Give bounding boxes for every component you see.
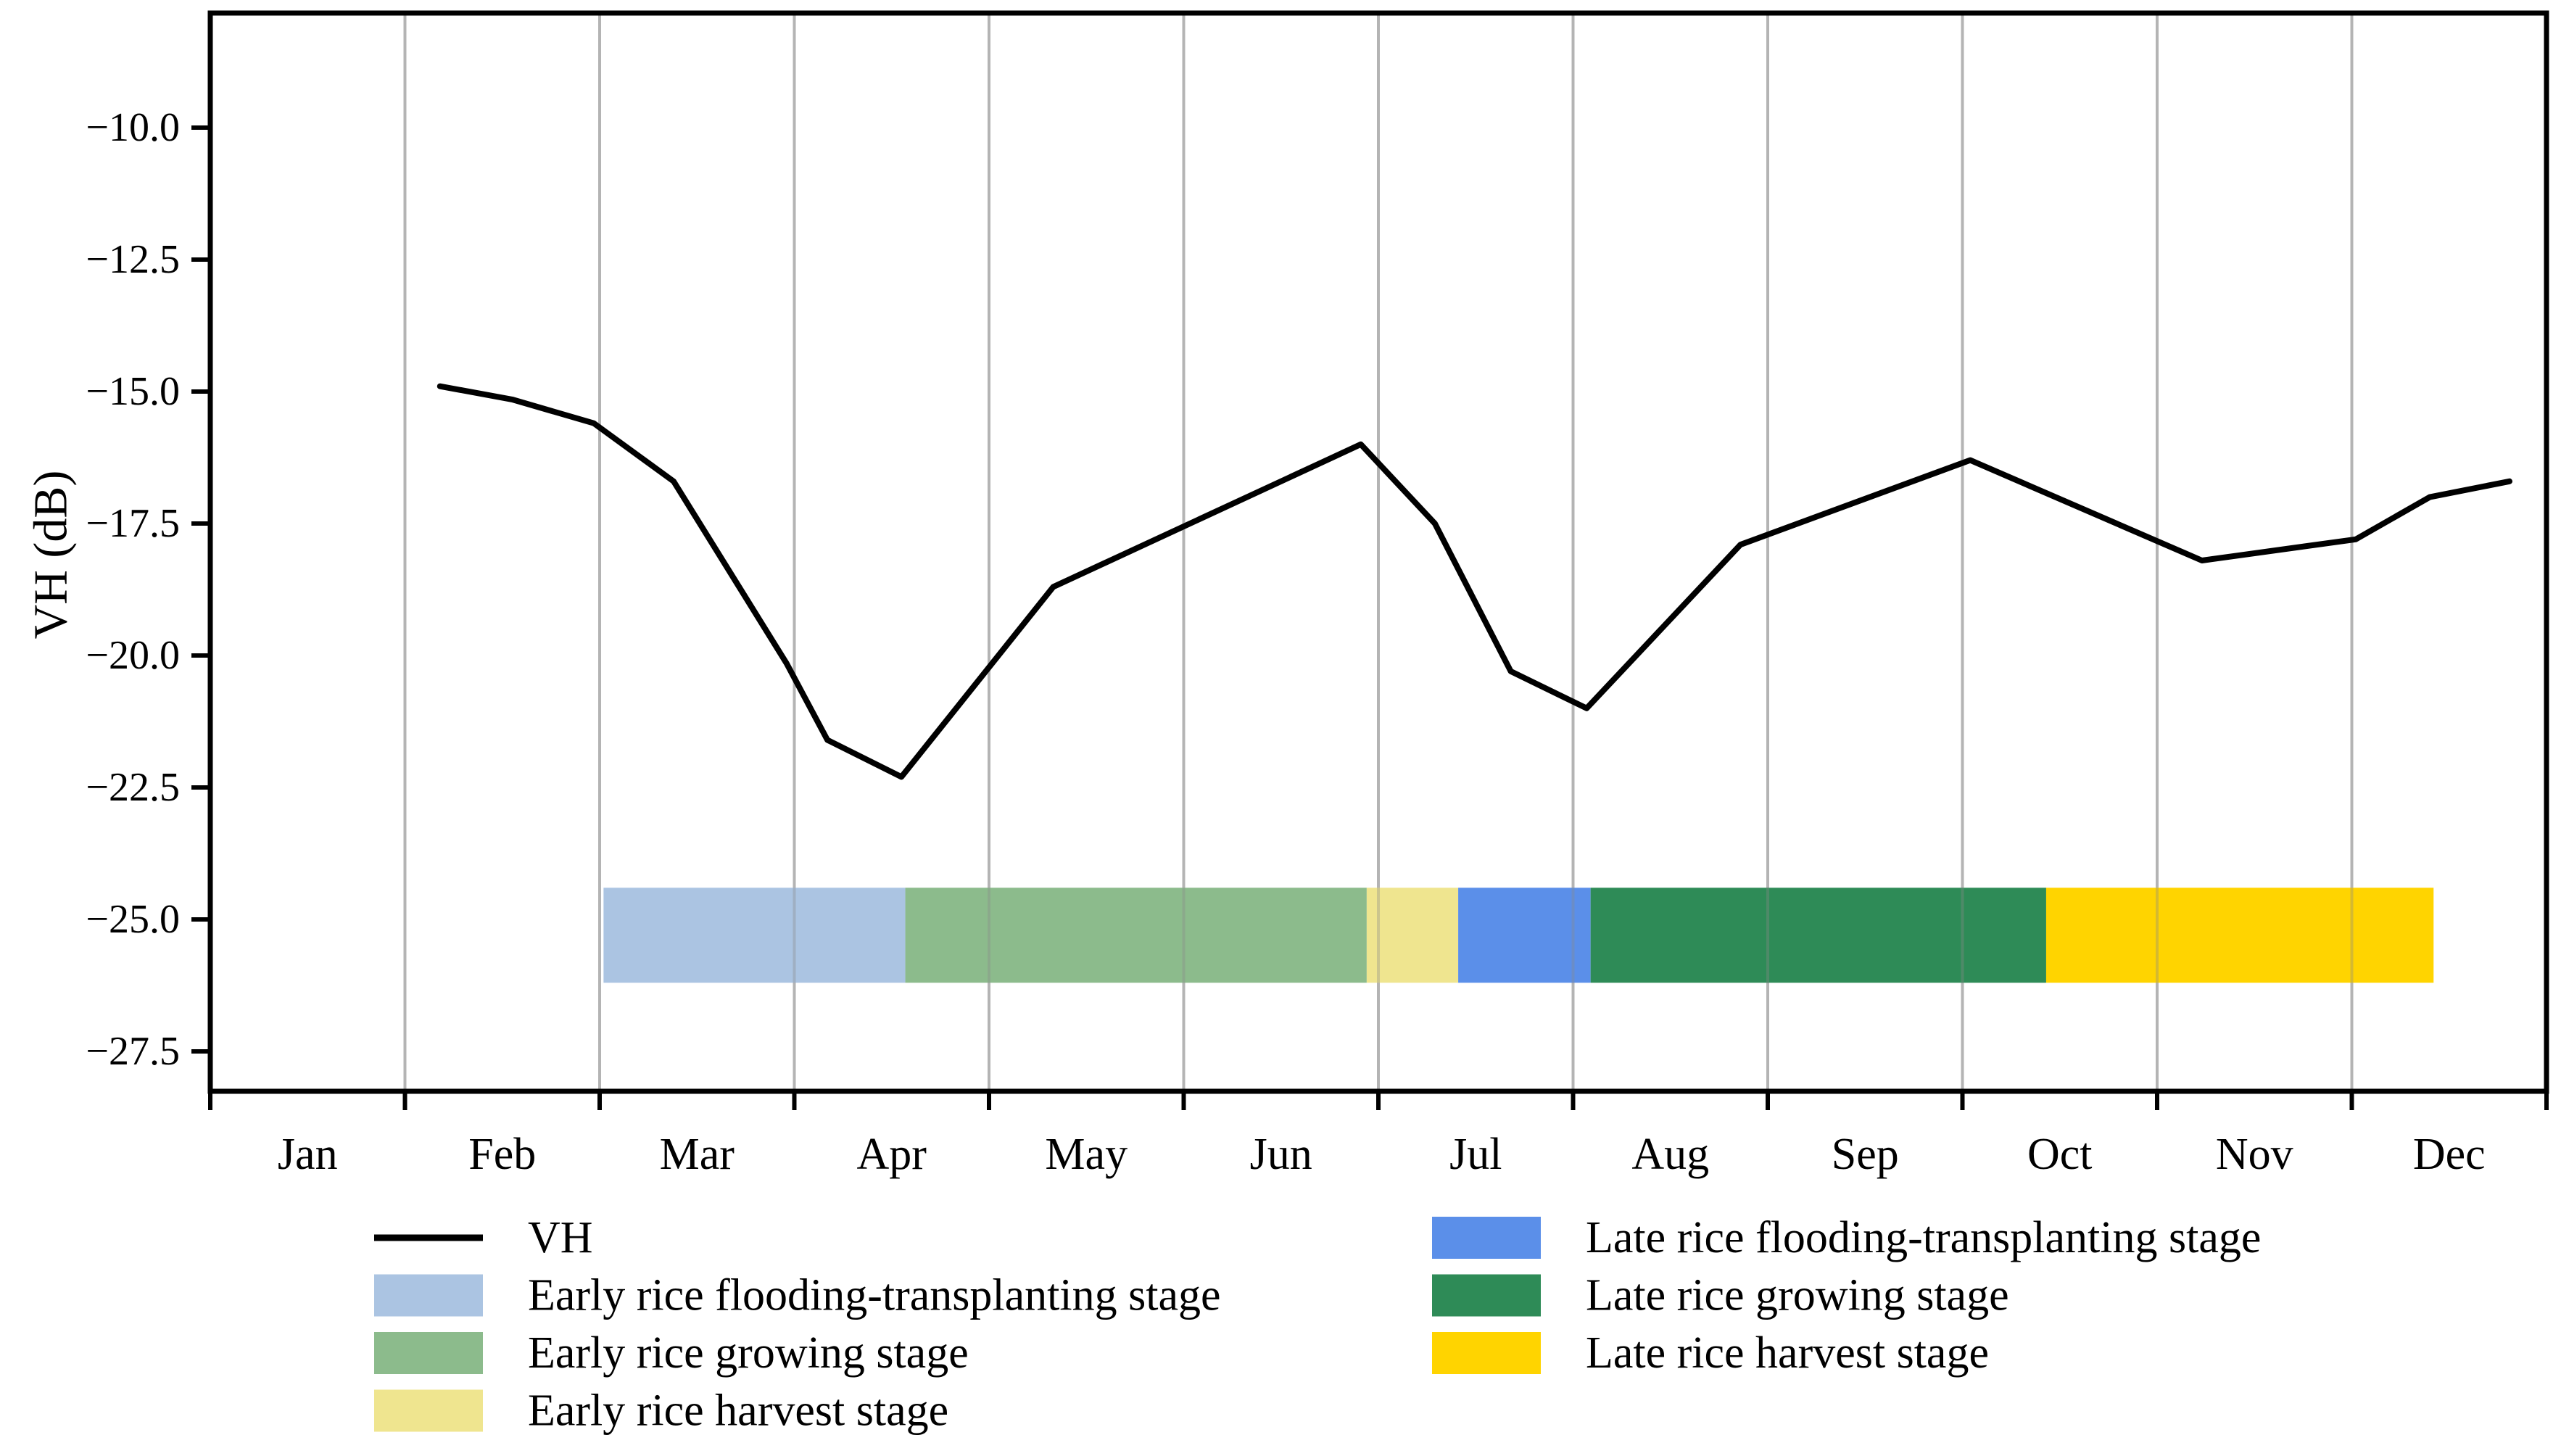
y-tick-label: −22.5 bbox=[86, 765, 180, 810]
x-tick-label-aug: Aug bbox=[1631, 1130, 1709, 1179]
y-tick-label: −25.0 bbox=[86, 897, 180, 942]
legend-label-early-rice-flooding-transplanting-stage: Early rice flooding-transplanting stage bbox=[528, 1271, 1221, 1320]
stage-band-early-rice-flooding-transplanting-stage bbox=[603, 888, 906, 983]
legend-swatch-early-rice-harvest-stage bbox=[374, 1389, 483, 1432]
legend-label-late-rice-growing-stage: Late rice growing stage bbox=[1586, 1271, 2009, 1320]
x-tick-label-jul: Jul bbox=[1449, 1130, 1502, 1179]
y-tick-label: −10.0 bbox=[86, 105, 180, 150]
legend-label-vh: VH bbox=[528, 1213, 593, 1262]
legend-swatch-late-rice-harvest-stage bbox=[1432, 1332, 1541, 1374]
x-tick-label-may: May bbox=[1045, 1130, 1128, 1179]
y-axis-label: VH (dB) bbox=[25, 471, 78, 640]
x-tick-label-jan: Jan bbox=[278, 1130, 338, 1179]
legend-label-late-rice-flooding-transplanting-stage: Late rice flooding-transplanting stage bbox=[1586, 1213, 2261, 1262]
y-tick-label: −15.0 bbox=[86, 369, 180, 414]
stage-band-late-rice-harvest-stage bbox=[2045, 888, 2434, 983]
x-tick-label-sep: Sep bbox=[1832, 1130, 1899, 1179]
x-tick-label-dec: Dec bbox=[2413, 1130, 2486, 1179]
y-tick-label: −12.5 bbox=[86, 237, 180, 282]
stage-band-early-rice-harvest-stage bbox=[1366, 888, 1459, 983]
y-tick-label: −17.5 bbox=[86, 501, 180, 546]
stage-band-late-rice-growing-stage bbox=[1590, 888, 2046, 983]
x-tick-label-jun: Jun bbox=[1250, 1130, 1312, 1179]
legend-label-late-rice-harvest-stage: Late rice harvest stage bbox=[1586, 1328, 1989, 1378]
legend-swatch-early-rice-growing-stage bbox=[374, 1332, 483, 1374]
stage-band-early-rice-growing-stage bbox=[905, 888, 1367, 983]
x-tick-label-oct: Oct bbox=[2027, 1130, 2093, 1179]
x-tick-label-apr: Apr bbox=[857, 1130, 927, 1179]
vh-line bbox=[437, 383, 2512, 780]
x-tick-label-nov: Nov bbox=[2216, 1130, 2293, 1179]
x-tick-label-mar: Mar bbox=[660, 1130, 735, 1179]
y-tick-label: −20.0 bbox=[86, 633, 180, 678]
y-tick-label: −27.5 bbox=[86, 1029, 180, 1074]
legend-label-early-rice-harvest-stage: Early rice harvest stage bbox=[528, 1386, 948, 1436]
legend-swatch-late-rice-growing-stage bbox=[1432, 1274, 1541, 1317]
x-tick-label-feb: Feb bbox=[468, 1130, 536, 1179]
legend-swatch-late-rice-flooding-transplanting-stage bbox=[1432, 1217, 1541, 1259]
legend-swatch-early-rice-flooding-transplanting-stage bbox=[374, 1274, 483, 1317]
stage-band-late-rice-flooding-transplanting-stage bbox=[1458, 888, 1591, 983]
legend-label-early-rice-growing-stage: Early rice growing stage bbox=[528, 1328, 969, 1378]
